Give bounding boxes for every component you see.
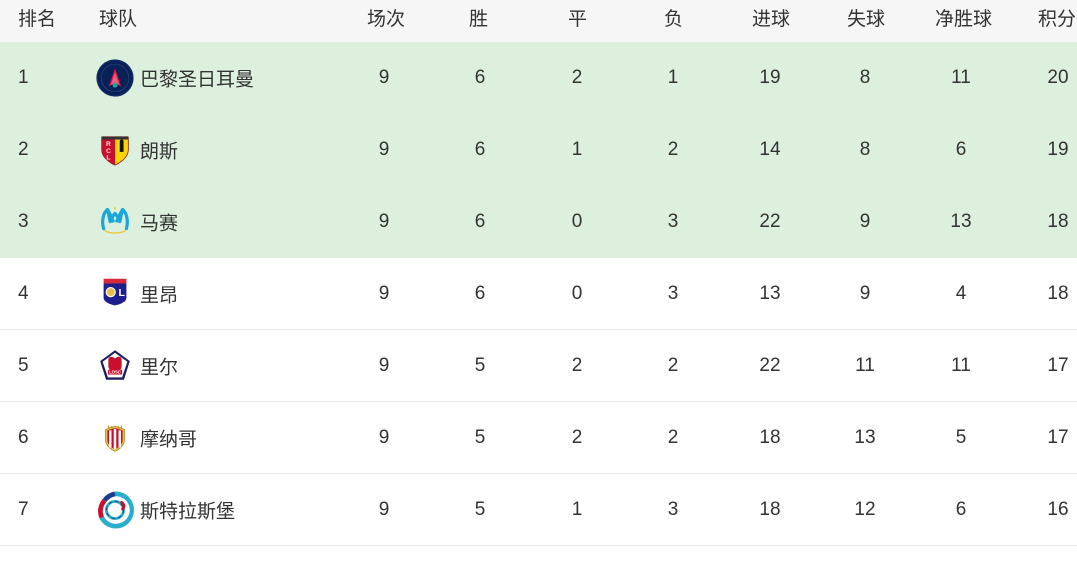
svg-text:L: L (118, 288, 125, 299)
svg-text:L: L (106, 155, 110, 162)
svg-text:LOSC: LOSC (109, 370, 121, 375)
